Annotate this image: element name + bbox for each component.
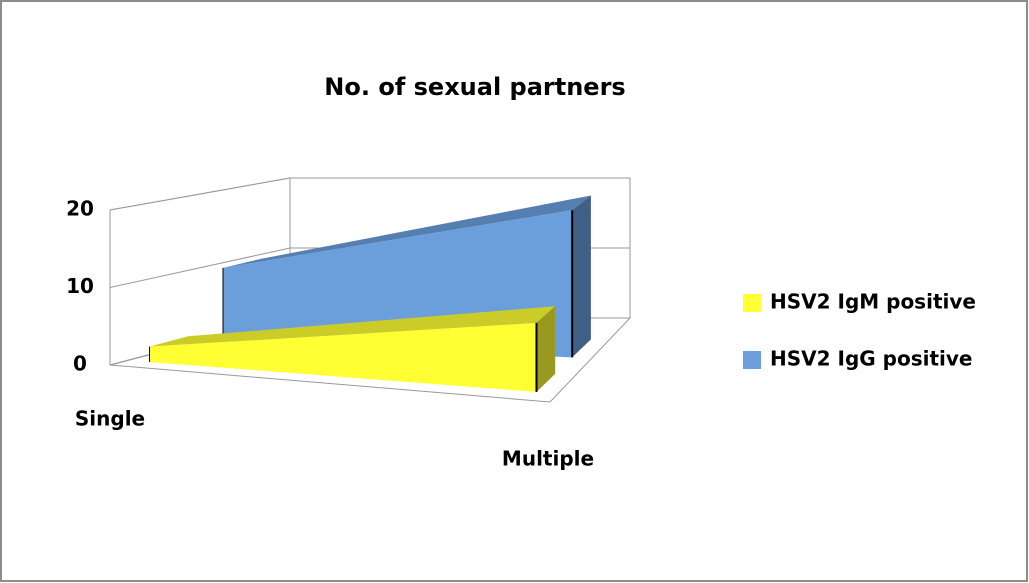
- y-tick-label: 20: [66, 197, 94, 221]
- chart-title: No. of sexual partners: [324, 73, 625, 101]
- area-top: [149, 306, 556, 347]
- y-tick-label: 0: [73, 352, 87, 376]
- y-tick-label: 10: [66, 274, 94, 298]
- legend-swatch: [743, 294, 761, 312]
- x-tick-label: Multiple: [502, 447, 594, 471]
- area-top: [223, 195, 591, 268]
- area: [149, 322, 537, 392]
- grid-line: [109, 177, 630, 211]
- legend-swatch: [743, 351, 761, 369]
- legend-label: HSV2 IgG positive: [770, 347, 972, 371]
- area-side: [536, 306, 556, 392]
- area-side: [572, 195, 591, 358]
- x-tick-label: Single: [75, 407, 145, 431]
- legend-label: HSV2 IgM positive: [770, 290, 976, 314]
